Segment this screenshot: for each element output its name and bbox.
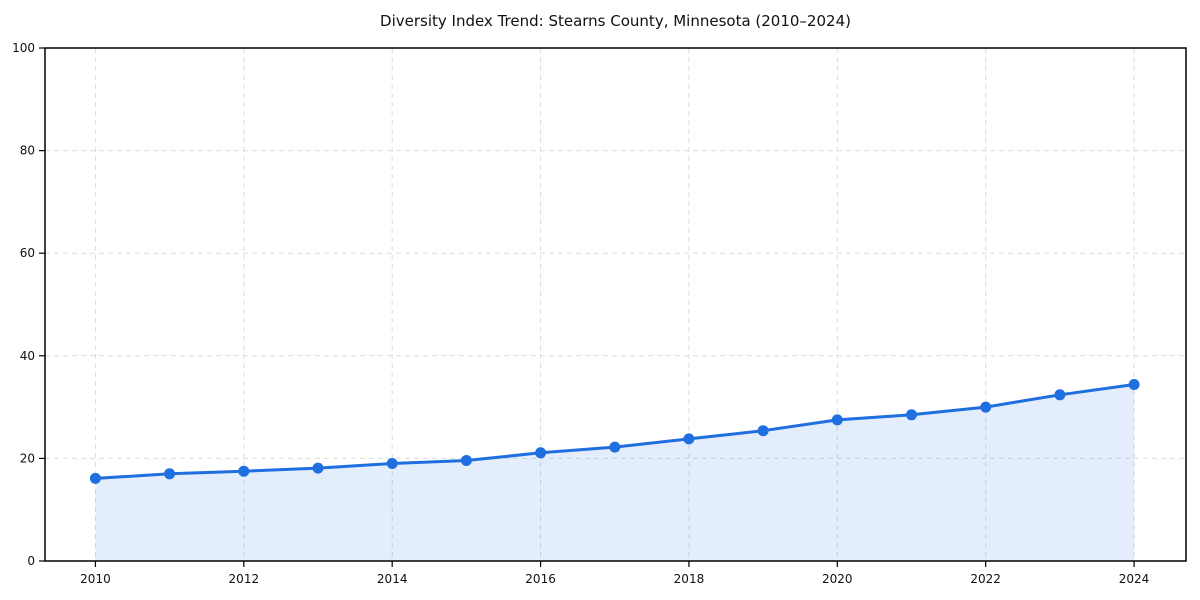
data-point: [460, 455, 472, 466]
data-point: [1054, 389, 1066, 401]
x-tick-label: 2014: [377, 572, 408, 586]
y-tick-label: 20: [20, 451, 35, 465]
data-point: [831, 414, 843, 426]
data-point: [906, 409, 917, 421]
x-tick-label: 2010: [80, 572, 111, 586]
data-point: [312, 462, 324, 474]
x-tick-label: 2020: [822, 572, 853, 586]
y-tick-label: 100: [12, 41, 35, 55]
data-point: [1128, 379, 1140, 390]
chart-title: Diversity Index Trend: Stearns County, M…: [380, 12, 851, 30]
data-point: [683, 433, 695, 445]
data-point: [89, 472, 101, 484]
y-tick-label: 80: [20, 144, 35, 158]
y-tick-label: 0: [27, 554, 35, 568]
data-point: [609, 441, 621, 453]
x-tick-label: 2024: [1119, 572, 1150, 586]
data-point: [535, 447, 547, 459]
data-point: [980, 401, 992, 413]
data-point: [238, 465, 250, 477]
x-tick-label: 2018: [674, 572, 705, 586]
data-point: [386, 458, 398, 469]
y-tick-label: 60: [20, 246, 35, 260]
data-point: [164, 468, 176, 480]
x-tick-label: 2016: [525, 572, 556, 586]
plot-border: [44, 47, 1187, 562]
x-tick-label: 2022: [970, 572, 1001, 586]
area-fill: [95, 384, 1135, 561]
x-tick-label: 2012: [229, 572, 260, 586]
data-point: [757, 425, 769, 437]
y-tick-label: 40: [20, 349, 35, 363]
